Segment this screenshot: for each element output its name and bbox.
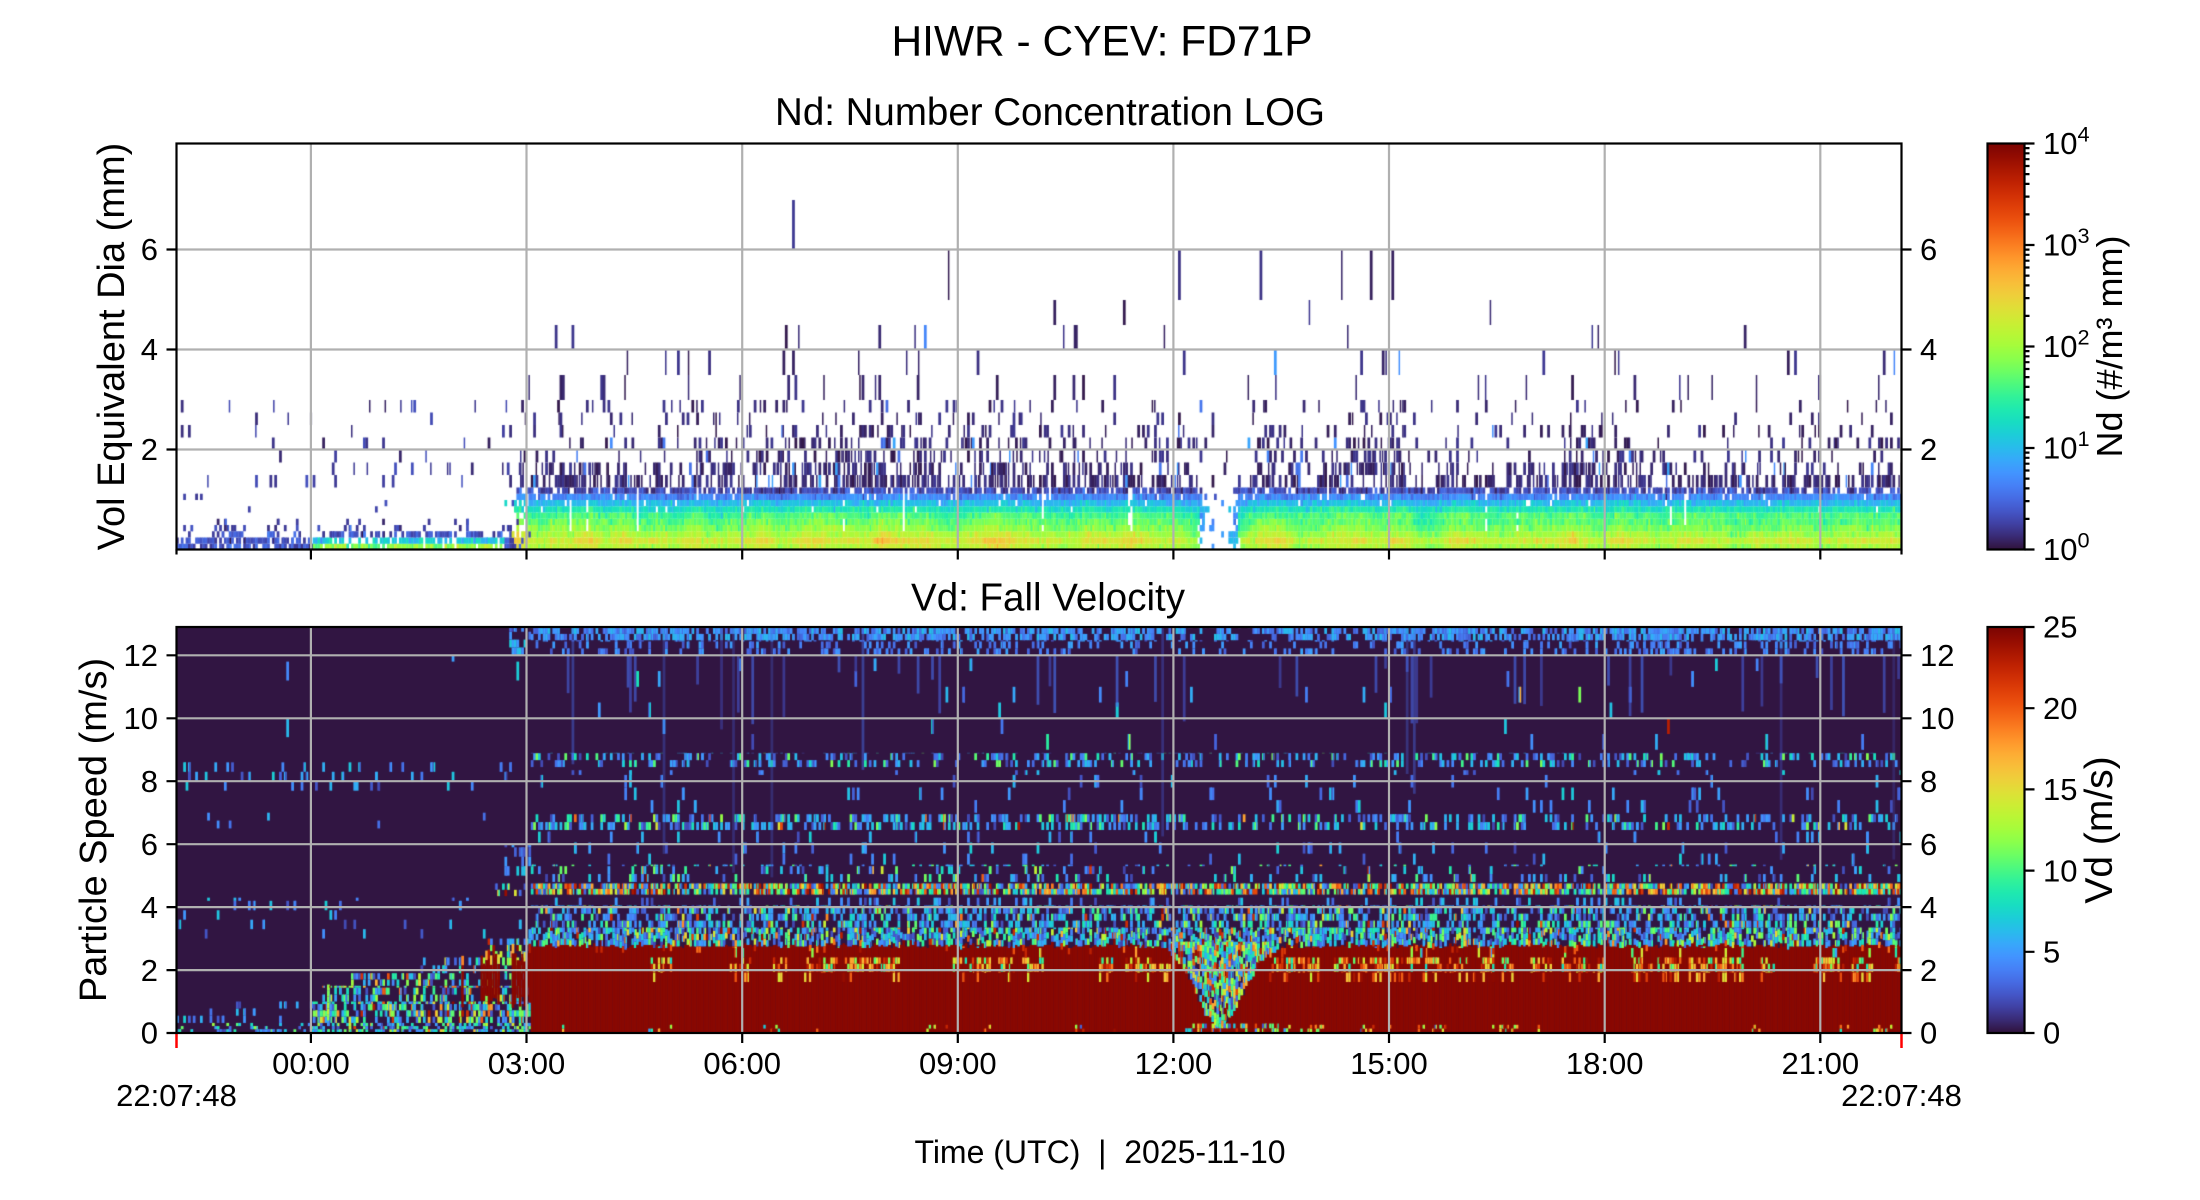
svg-text:4: 4 [1920,890,1937,925]
svg-text:8: 8 [141,764,158,799]
svg-text:6: 6 [141,827,158,862]
svg-text:Vd: Fall Velocity: Vd: Fall Velocity [911,577,1186,620]
svg-text:0: 0 [2043,1016,2060,1051]
svg-text:5: 5 [2043,935,2060,970]
svg-text:12: 12 [124,638,158,673]
svg-text:103: 103 [2043,223,2090,263]
svg-text:22:07:48: 22:07:48 [116,1078,237,1113]
svg-text:4: 4 [1920,332,1937,367]
svg-text:15:00: 15:00 [1350,1046,1428,1081]
svg-text:6: 6 [1920,827,1937,862]
svg-text:101: 101 [2043,426,2090,466]
svg-text:6: 6 [1920,232,1937,267]
svg-text:21:00: 21:00 [1782,1046,1860,1081]
svg-text:12: 12 [1920,638,1954,673]
svg-text:6: 6 [141,232,158,267]
svg-text:Particle Speed (m/s): Particle Speed (m/s) [73,658,115,1002]
svg-text:Vol Equivalent Dia (mm): Vol Equivalent Dia (mm) [91,143,133,551]
svg-text:09:00: 09:00 [919,1046,997,1081]
svg-text:8: 8 [1920,764,1937,799]
svg-text:2: 2 [141,953,158,988]
svg-text:10: 10 [2043,853,2077,888]
svg-text:10: 10 [124,701,158,736]
svg-text:15: 15 [2043,772,2077,807]
svg-text:0: 0 [1920,1016,1937,1051]
svg-text:12:00: 12:00 [1135,1046,1213,1081]
svg-text:HIWR - CYEV: FD71P: HIWR - CYEV: FD71P [891,19,1312,66]
svg-text:00:00: 00:00 [272,1046,350,1081]
svg-text:4: 4 [141,890,158,925]
svg-text:20: 20 [2043,691,2077,726]
svg-text:06:00: 06:00 [703,1046,781,1081]
svg-text:4: 4 [141,332,158,367]
svg-text:22:07:48: 22:07:48 [1841,1078,1962,1113]
svg-text:Time (UTC) | 2025-11-10: Time (UTC) | 2025-11-10 [914,1134,1285,1170]
svg-text:Vd (m/s): Vd (m/s) [2078,756,2121,903]
svg-text:25: 25 [2043,610,2077,645]
svg-text:18:00: 18:00 [1566,1046,1644,1081]
svg-text:10: 10 [1920,701,1954,736]
svg-text:100: 100 [2043,528,2090,568]
svg-text:2: 2 [1920,953,1937,988]
svg-text:102: 102 [2043,325,2090,365]
svg-text:2: 2 [141,432,158,467]
svg-text:2: 2 [1920,432,1937,467]
svg-text:Nd: Number Concentration LOG: Nd: Number Concentration LOG [775,91,1325,134]
svg-text:Nd (#/m³ mm): Nd (#/m³ mm) [2089,236,2130,458]
svg-text:0: 0 [141,1016,158,1051]
svg-text:104: 104 [2043,122,2090,162]
svg-text:03:00: 03:00 [488,1046,566,1081]
